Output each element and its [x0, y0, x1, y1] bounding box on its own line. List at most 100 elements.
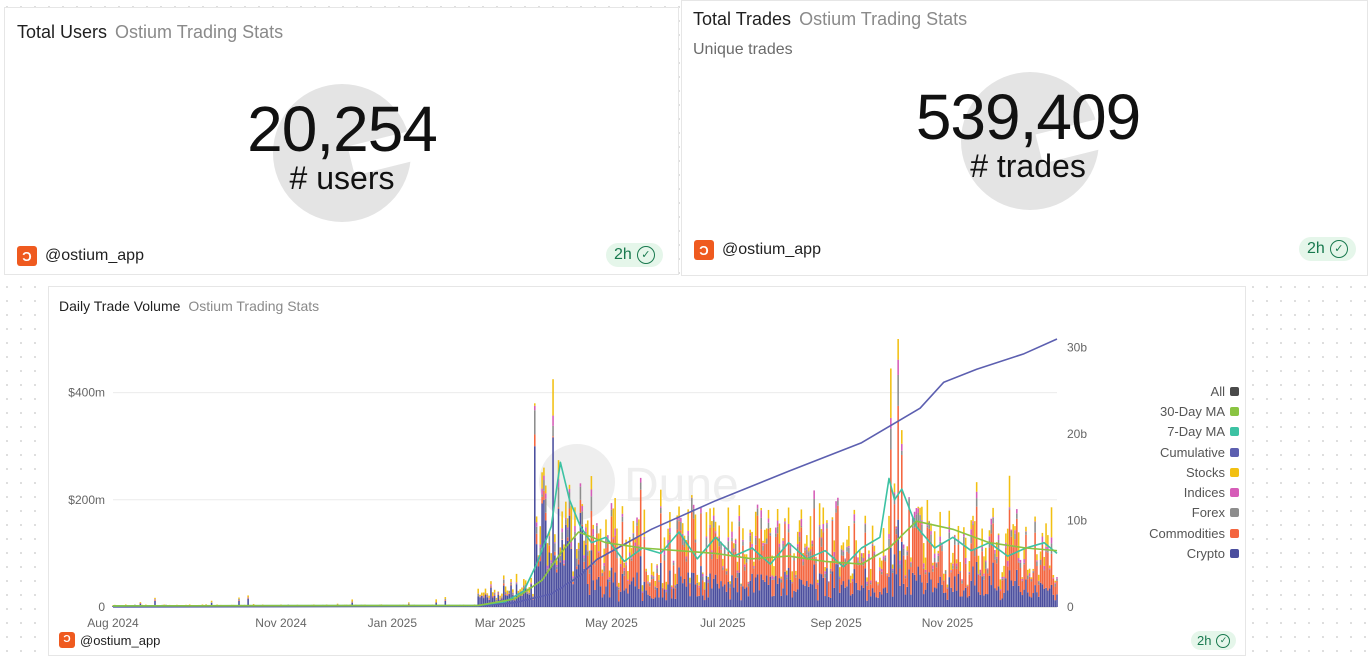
- bar-segment: [1008, 507, 1011, 509]
- legend-item-commodities[interactable]: Commodities: [1129, 523, 1239, 543]
- owner-link[interactable]: Ͻ @ostium_app: [59, 632, 160, 648]
- bar-segment: [703, 589, 706, 601]
- bar-segment: [815, 563, 817, 589]
- bar-segment: [729, 583, 731, 585]
- legend-item-indices[interactable]: Indices: [1129, 482, 1239, 502]
- bar-segment: [877, 585, 879, 598]
- bar-segment: [985, 568, 987, 595]
- bar-segment: [1052, 577, 1055, 579]
- card-source[interactable]: Ostium Trading Stats: [799, 9, 968, 29]
- bar-segment: [890, 417, 892, 429]
- bar-segment: [601, 576, 604, 598]
- bar-segment: [628, 558, 631, 585]
- bar-segment: [817, 579, 819, 583]
- bar-segment: [698, 595, 700, 607]
- bar-segment: [570, 546, 573, 548]
- bar-segment: [486, 593, 489, 595]
- bar-segment: [650, 563, 653, 575]
- bar-segment: [806, 581, 808, 607]
- owner-link[interactable]: Ͻ @ostium_app: [17, 246, 144, 266]
- freshness-badge[interactable]: 2h ✓: [1191, 631, 1237, 650]
- legend-item-forex[interactable]: Forex: [1129, 503, 1239, 523]
- bar-segment: [676, 583, 678, 607]
- bar-segment: [866, 581, 868, 584]
- bar-segment: [639, 482, 642, 490]
- legend-item-cumulative[interactable]: Cumulative: [1129, 442, 1239, 462]
- bar-segment: [939, 545, 941, 577]
- bar-segment: [1014, 539, 1016, 581]
- bar-segment: [930, 531, 932, 535]
- owner-handle: @ostium_app: [45, 247, 144, 264]
- legend-item-crypto[interactable]: Crypto: [1129, 543, 1239, 563]
- bar-segment: [1054, 580, 1056, 583]
- bar-segment: [1019, 567, 1022, 592]
- legend-item-stocks[interactable]: Stocks: [1129, 462, 1239, 482]
- bar-segment: [882, 588, 885, 607]
- bar-segment: [583, 555, 585, 559]
- bar-segment: [658, 581, 660, 598]
- bar-segment: [154, 597, 156, 600]
- bar-segment: [933, 558, 936, 563]
- bar-segment: [743, 570, 746, 589]
- bar-segment: [490, 587, 492, 607]
- bar-segment: [444, 600, 447, 607]
- card-title-text[interactable]: Daily Trade Volume: [59, 298, 181, 314]
- bar-segment: [928, 528, 930, 573]
- bar-segment: [981, 576, 983, 607]
- freshness-badge[interactable]: 2h ✓: [1299, 237, 1356, 261]
- bar-segment: [492, 596, 494, 598]
- bar-segment: [493, 594, 496, 596]
- bar-segment: [614, 497, 616, 529]
- bar-segment: [837, 497, 839, 501]
- bar-segment: [557, 460, 560, 479]
- bar-segment: [544, 493, 547, 499]
- bar-segment: [544, 512, 547, 521]
- bar-segment: [579, 512, 582, 607]
- bar-segment: [720, 549, 722, 582]
- bar-segment: [561, 539, 563, 607]
- card-title-text[interactable]: Total Trades: [693, 9, 792, 29]
- bar-segment: [959, 561, 962, 572]
- bar-segment: [528, 594, 531, 607]
- bar-segment: [539, 561, 542, 607]
- bar-segment: [616, 558, 618, 587]
- bar-segment: [541, 494, 543, 497]
- bar-segment: [975, 498, 978, 507]
- bar-segment: [795, 575, 797, 578]
- freshness-badge[interactable]: 2h ✓: [606, 243, 663, 267]
- bar-segment: [824, 577, 826, 597]
- bar-segment: [583, 568, 585, 607]
- bar-segment: [532, 596, 534, 597]
- card-source[interactable]: Ostium Trading Stats: [115, 22, 284, 42]
- bar-segment: [652, 578, 655, 599]
- bar-segment: [634, 542, 636, 548]
- bar-segment: [552, 425, 554, 437]
- bar-segment: [992, 517, 994, 524]
- legend-item-30-day-ma[interactable]: 30-Day MA: [1129, 401, 1239, 421]
- legend-item-7-day-ma[interactable]: 7-Day MA: [1129, 422, 1239, 442]
- bar-segment: [1039, 551, 1042, 560]
- bar-segment: [970, 543, 972, 581]
- bar-segment: [565, 501, 567, 518]
- bar-segment: [590, 476, 593, 490]
- bar-segment: [1025, 534, 1027, 580]
- check-circle-icon: ✓: [1216, 633, 1231, 648]
- bar-segment: [654, 587, 657, 590]
- bar-segment: [800, 518, 803, 527]
- bar-segment: [663, 537, 666, 551]
- bar-segment: [665, 600, 668, 607]
- bar-segment: [481, 595, 483, 596]
- bar-segment: [995, 563, 998, 591]
- bar-segment: [534, 405, 536, 411]
- bar-segment: [590, 489, 593, 497]
- bar-segment: [988, 540, 991, 548]
- owner-link[interactable]: Ͻ @ostium_app: [694, 240, 821, 260]
- bar-segment: [557, 487, 560, 508]
- card-title-text[interactable]: Total Users: [17, 22, 108, 42]
- freshness-age: 2h: [1307, 240, 1325, 257]
- bar-segment: [908, 569, 910, 607]
- dune-watermark-icon: [273, 84, 411, 222]
- card-source[interactable]: Ostium Trading Stats: [188, 298, 320, 314]
- legend-item-all[interactable]: All: [1129, 381, 1239, 401]
